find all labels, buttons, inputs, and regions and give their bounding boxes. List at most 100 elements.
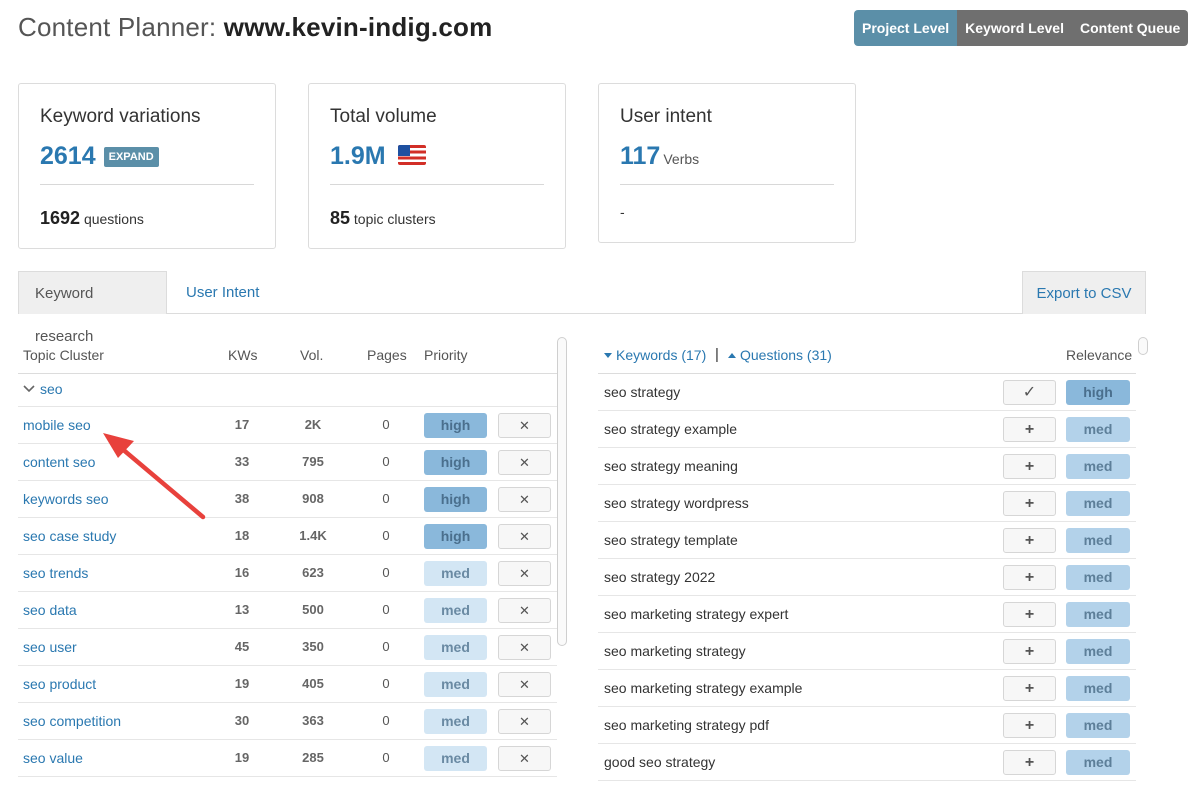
- remove-button[interactable]: ✕: [498, 413, 551, 438]
- keyword-level-button[interactable]: Keyword Level: [957, 10, 1072, 46]
- topic-link[interactable]: seo case study: [23, 528, 117, 544]
- group-row[interactable]: seo: [18, 374, 557, 407]
- topic-link[interactable]: seo trends: [23, 565, 89, 581]
- remove-button[interactable]: ✕: [498, 635, 551, 660]
- topic-link[interactable]: content seo: [23, 454, 96, 470]
- right-scrollbar[interactable]: [1138, 337, 1148, 355]
- add-button[interactable]: +: [1003, 750, 1056, 775]
- left-scrollbar[interactable]: [557, 337, 567, 646]
- expand-button[interactable]: EXPAND: [103, 147, 159, 167]
- chevron-down-icon[interactable]: [23, 383, 35, 395]
- remove-button[interactable]: ✕: [498, 524, 551, 549]
- page-title-prefix: Content Planner:: [18, 12, 217, 42]
- pages-value: 0: [382, 676, 390, 691]
- topic-link[interactable]: keywords seo: [23, 491, 109, 507]
- topic-link[interactable]: mobile seo: [23, 417, 91, 433]
- table-row: seo product 19 405 0 med ✕: [18, 666, 557, 703]
- level-switch: Project Level Keyword Level Content Queu…: [854, 10, 1189, 46]
- vol-value: 500: [302, 602, 324, 617]
- add-button[interactable]: +: [1003, 454, 1056, 479]
- project-level-button[interactable]: Project Level: [854, 10, 958, 46]
- priority-badge[interactable]: med: [424, 598, 487, 623]
- header-topic-cluster[interactable]: Topic Cluster: [23, 347, 104, 363]
- keyword-text: seo strategy wordpress: [604, 495, 749, 511]
- add-button[interactable]: +: [1003, 602, 1056, 627]
- header-vol[interactable]: Vol.: [300, 347, 324, 363]
- remove-button[interactable]: ✕: [498, 487, 551, 512]
- add-button[interactable]: +: [1003, 565, 1056, 590]
- topic-link[interactable]: seo competition: [23, 713, 122, 729]
- remove-button[interactable]: ✕: [498, 450, 551, 475]
- remove-button[interactable]: ✕: [498, 598, 551, 623]
- keyword-text: seo marketing strategy expert: [604, 606, 789, 622]
- relevance-badge[interactable]: med: [1066, 639, 1130, 664]
- relevance-badge[interactable]: med: [1066, 528, 1130, 553]
- header-kws[interactable]: KWs: [228, 347, 258, 363]
- relevance-badge[interactable]: med: [1066, 602, 1130, 627]
- table-row: mobile seo 17 2K 0 high ✕: [18, 407, 557, 444]
- topic-link[interactable]: seo data: [23, 602, 77, 618]
- metric-value: 117: [620, 142, 661, 170]
- check-button[interactable]: ✓: [1003, 380, 1056, 405]
- header-priority[interactable]: Priority: [424, 347, 468, 363]
- priority-badge[interactable]: high: [424, 487, 487, 512]
- group-label[interactable]: seo: [40, 381, 63, 397]
- content-queue-button[interactable]: Content Queue: [1071, 10, 1189, 46]
- add-button[interactable]: +: [1003, 713, 1056, 738]
- relevance-badge[interactable]: med: [1066, 750, 1130, 775]
- add-button[interactable]: +: [1003, 676, 1056, 701]
- remove-button[interactable]: ✕: [498, 709, 551, 734]
- kws-value: 30: [234, 713, 250, 728]
- kws-value: 38: [234, 491, 250, 506]
- relevance-badge[interactable]: med: [1066, 417, 1130, 442]
- keywords-toggle[interactable]: Keywords (17): [604, 347, 706, 363]
- questions-toggle[interactable]: Questions (31): [728, 347, 832, 363]
- relevance-badge[interactable]: high: [1066, 380, 1130, 405]
- keyword-text: seo marketing strategy: [604, 643, 746, 659]
- toggle-separator: |: [715, 346, 719, 363]
- relevance-badge[interactable]: med: [1066, 454, 1130, 479]
- remove-button[interactable]: ✕: [498, 746, 551, 771]
- add-button[interactable]: +: [1003, 417, 1056, 442]
- priority-badge[interactable]: high: [424, 413, 487, 438]
- card-title: Total volume: [330, 106, 437, 127]
- table-row: seo competition 30 363 0 med ✕: [18, 703, 557, 740]
- vol-value: 285: [302, 750, 324, 765]
- sub-label: questions: [83, 211, 144, 227]
- vol-value: 623: [302, 565, 324, 580]
- priority-badge[interactable]: med: [424, 746, 487, 771]
- priority-badge[interactable]: high: [424, 450, 487, 475]
- kws-value: 17: [234, 417, 250, 432]
- questions-toggle-label: Questions (31): [740, 347, 832, 363]
- add-button[interactable]: +: [1003, 639, 1056, 664]
- topic-link[interactable]: seo user: [23, 639, 77, 655]
- metric-value: 1.9M: [330, 142, 386, 170]
- topic-link[interactable]: seo value: [23, 750, 83, 766]
- remove-button[interactable]: ✕: [498, 672, 551, 697]
- table-row: seo data 13 500 0 med ✕: [18, 592, 557, 629]
- header-pages[interactable]: Pages: [367, 347, 407, 363]
- relevance-badge[interactable]: med: [1066, 491, 1130, 516]
- priority-badge[interactable]: med: [424, 561, 487, 586]
- tab-keyword-research[interactable]: Keyword research: [18, 271, 167, 345]
- relevance-badge[interactable]: med: [1066, 676, 1130, 701]
- export-csv-button[interactable]: Export to CSV: [1022, 271, 1146, 314]
- priority-badge[interactable]: med: [424, 709, 487, 734]
- tab-user-intent[interactable]: User Intent: [186, 284, 260, 301]
- card-title: User intent: [620, 106, 712, 127]
- add-button[interactable]: +: [1003, 528, 1056, 553]
- priority-badge[interactable]: med: [424, 672, 487, 697]
- remove-button[interactable]: ✕: [498, 561, 551, 586]
- relevance-badge[interactable]: med: [1066, 565, 1130, 590]
- topic-link[interactable]: seo product: [23, 676, 97, 692]
- table-row: seo strategy ✓ high: [598, 374, 1136, 411]
- total-volume-card: Total volume 1.9M 85 topic clusters: [308, 83, 566, 249]
- project-domain: www.kevin-indig.com: [223, 12, 493, 42]
- relevance-badge[interactable]: med: [1066, 713, 1130, 738]
- table-row: seo value 19 285 0 med ✕: [18, 740, 557, 777]
- priority-badge[interactable]: med: [424, 635, 487, 660]
- priority-badge[interactable]: high: [424, 524, 487, 549]
- add-button[interactable]: +: [1003, 491, 1056, 516]
- us-flag-icon: [397, 145, 426, 165]
- table-row: seo marketing strategy pdf + med: [598, 707, 1136, 744]
